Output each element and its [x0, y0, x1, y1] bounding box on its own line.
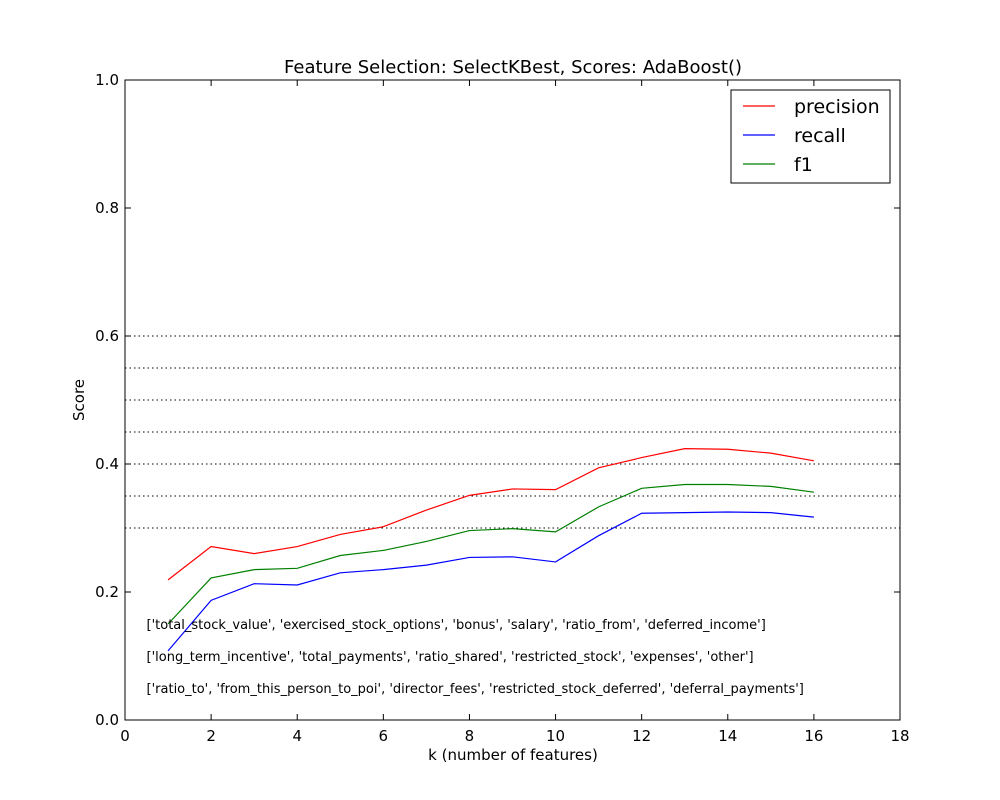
series-line-f1: [167, 483, 814, 625]
series-layer: [167, 448, 814, 652]
x-tick-label: 6: [379, 727, 389, 745]
x-tick-label: 14: [718, 727, 737, 745]
chart-title: Feature Selection: SelectKBest, Scores: …: [284, 57, 742, 78]
y-axis-label: Score: [70, 379, 88, 421]
x-tick-label: 18: [890, 727, 909, 745]
x-tick-label: 12: [632, 727, 651, 745]
x-tick-label: 2: [206, 727, 216, 745]
legend: precision recall f1: [730, 89, 891, 184]
annotation-3: ['ratio_to', 'from_this_person_to_poi', …: [147, 682, 804, 697]
x-tick-label: 16: [804, 727, 823, 745]
x-axis-label: k (number of features): [428, 746, 598, 764]
annotation-1: ['total_stock_value', 'exercised_stock_o…: [147, 618, 766, 633]
y-tick-label: 0.6: [95, 327, 119, 345]
legend-label-precision: precision: [794, 96, 880, 118]
legend-label-f1: f1: [794, 154, 813, 176]
y-tick-label: 0.4: [95, 455, 119, 473]
x-axis-ticks: 0 2 4 6 8 10 12 14 16 18: [120, 80, 910, 745]
legend-label-recall: recall: [794, 125, 846, 147]
x-tick-label: 10: [546, 727, 565, 745]
y-tick-label: 0.8: [95, 199, 119, 217]
y-tick-label: 1.0: [95, 71, 119, 89]
y-tick-label: 0.2: [95, 583, 119, 601]
x-tick-label: 4: [292, 727, 302, 745]
reference-lines: [125, 335, 900, 529]
series-line-precision: [167, 448, 814, 581]
y-tick-label: 0.0: [95, 711, 119, 729]
annotations: ['total_stock_value', 'exercised_stock_o…: [147, 618, 804, 697]
x-tick-label: 0: [120, 727, 130, 745]
y-axis-ticks: 0.0 0.2 0.4 0.6 0.8 1.0: [95, 71, 900, 729]
annotation-2: ['long_term_incentive', 'total_payments'…: [147, 650, 754, 665]
x-tick-label: 8: [465, 727, 475, 745]
series-line-recall: [167, 511, 814, 652]
plot-frame: [124, 79, 901, 721]
